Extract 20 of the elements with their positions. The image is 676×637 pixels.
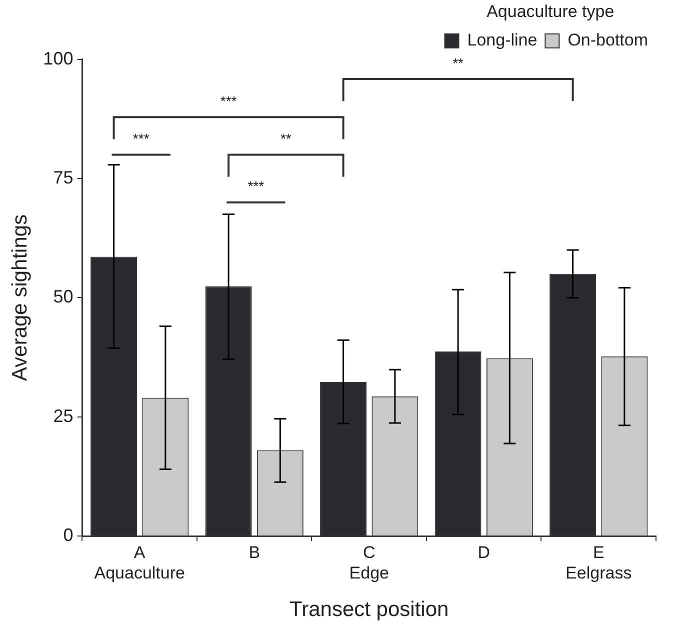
x-axis-title: Transect position xyxy=(290,598,449,622)
annotation: ** xyxy=(280,130,292,147)
y-tick-label: 0 xyxy=(63,524,74,545)
legend-label: Long-line xyxy=(467,30,538,50)
annotation: *** xyxy=(220,92,238,109)
legend-label: On-bottom xyxy=(568,30,648,50)
y-tick-label: 75 xyxy=(53,168,74,188)
annotation: ** xyxy=(452,54,464,71)
y-axis-title: Average sightings xyxy=(8,214,32,381)
y-tick-label: 100 xyxy=(43,48,74,68)
x-tick-label: D xyxy=(478,542,490,562)
annotation: *** xyxy=(248,178,265,194)
y-tick-label: 25 xyxy=(53,406,74,426)
legend-title: Aquaculture type xyxy=(486,2,614,22)
y-tick-label: 50 xyxy=(53,286,74,307)
annotation: *** xyxy=(132,130,150,147)
x-tick-label: E Eelgrass xyxy=(566,542,632,582)
x-tick-label: A Aquaculture xyxy=(94,542,185,582)
x-tick-label: C Edge xyxy=(349,542,389,582)
x-tick-label: B xyxy=(248,542,260,562)
